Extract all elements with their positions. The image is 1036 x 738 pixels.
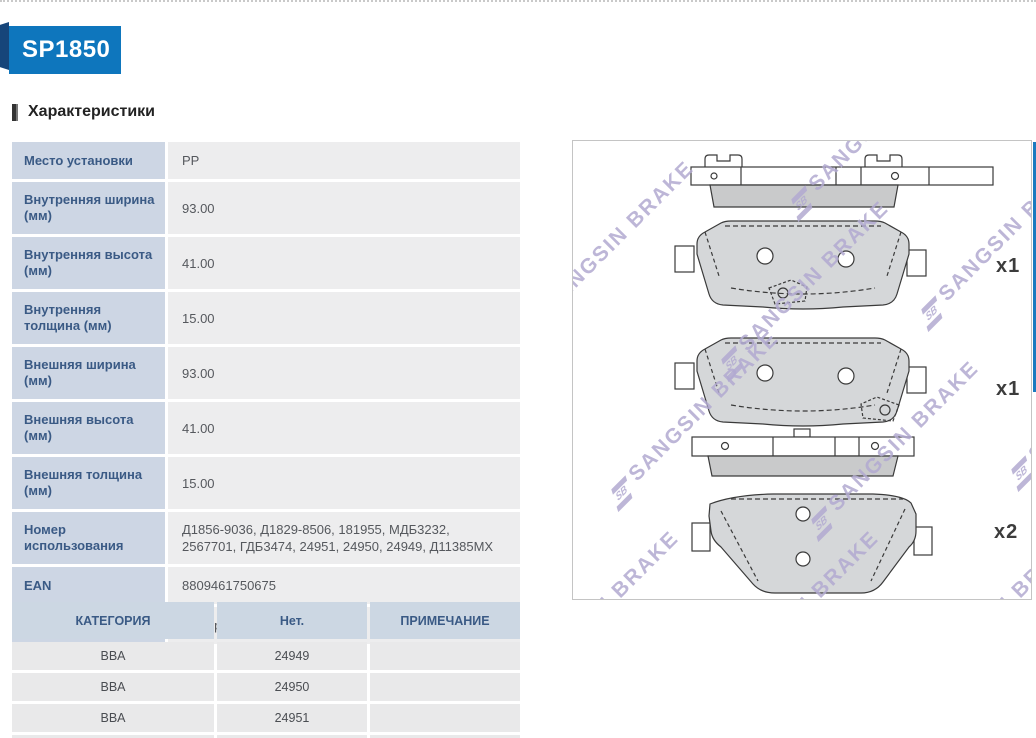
- cell-note: [370, 735, 520, 738]
- part-number-badge: SP1850: [9, 26, 121, 74]
- spec-value: 93.00: [168, 347, 520, 399]
- cell-category: BBA: [12, 704, 214, 732]
- column-header: Нет.: [217, 602, 367, 639]
- spec-value: Д1856-9036, Д1829-8506, 181955, МДБ3232,…: [168, 512, 520, 564]
- spec-value: PP: [168, 142, 520, 179]
- spec-label: Место установки: [12, 142, 165, 179]
- spec-label: Внутренняя толщина (мм): [12, 292, 165, 344]
- section-marker-icon: [12, 103, 18, 121]
- table-row: Внутренняя ширина (мм) 93.00: [12, 182, 520, 234]
- column-header: ПРИМЕЧАНИЕ: [370, 602, 520, 639]
- spec-label: Внешняя ширина (мм): [12, 347, 165, 399]
- table-row: Внутренняя высота (мм) 41.00: [12, 237, 520, 289]
- spec-value: 93.00: [168, 182, 520, 234]
- quantity-label: x2: [994, 521, 1019, 543]
- cell-number: [217, 735, 367, 738]
- table-row: Внешняя высота (мм) 41.00: [12, 402, 520, 454]
- table-row: Место установки PP: [12, 142, 520, 179]
- ribbon-fold: [0, 22, 9, 70]
- cell-number: 24949: [217, 642, 367, 670]
- section-title: Характеристики: [28, 103, 156, 120]
- column-header: КАТЕГОРИЯ: [12, 602, 214, 639]
- table-row: EAN 8809461750675: [12, 567, 520, 604]
- cell-category: BBA: [12, 673, 214, 701]
- spec-label: Внешняя толщина (мм): [12, 457, 165, 509]
- specs-table: Место установки PP Внутренняя ширина (мм…: [12, 142, 520, 647]
- table-header-row: КАТЕГОРИЯ Нет. ПРИМЕЧАНИЕ: [12, 602, 520, 639]
- spec-label: Внутренняя высота (мм): [12, 237, 165, 289]
- table-row: Номер использования Д1856-9036, Д1829-85…: [12, 512, 520, 564]
- spec-label: Внутренняя ширина (мм): [12, 182, 165, 234]
- table-row: BBA 24950: [12, 673, 520, 701]
- table-row: Внешняя толщина (мм) 15.00: [12, 457, 520, 509]
- cell-category: BBA: [12, 642, 214, 670]
- cell-note: [370, 673, 520, 701]
- table-row: Внутренняя толщина (мм) 15.00: [12, 292, 520, 344]
- quantity-label: x1: [996, 378, 1021, 400]
- table-row: BBA 24949: [12, 642, 520, 670]
- table-row: Внешняя ширина (мм) 93.00: [12, 347, 520, 399]
- spec-value: 15.00: [168, 292, 520, 344]
- spec-label: Номер использования: [12, 512, 165, 564]
- table-row: BBA 24951: [12, 704, 520, 732]
- brake-pad-diagram: [674, 154, 994, 594]
- cell-note: [370, 642, 520, 670]
- cell-number: 24950: [217, 673, 367, 701]
- spec-value: 41.00: [168, 402, 520, 454]
- table-row-partial: [12, 735, 520, 738]
- product-image-panel: SBSANGSIN BRAKE SBSANGSIN BRAKE SBSANGSI…: [572, 140, 1032, 600]
- cell-category: [12, 735, 214, 738]
- quantity-label: x1: [996, 255, 1021, 277]
- spec-value: 15.00: [168, 457, 520, 509]
- cross-reference-table: КАТЕГОРИЯ Нет. ПРИМЕЧАНИЕ BBA 24949 BBA …: [12, 602, 520, 738]
- spec-value: 8809461750675: [168, 567, 520, 604]
- cell-note: [370, 704, 520, 732]
- spec-label: Внешняя высота (мм): [12, 402, 165, 454]
- section-heading: Характеристики: [12, 103, 155, 121]
- spec-label: EAN: [12, 567, 165, 604]
- edge-strip: [1033, 142, 1036, 392]
- spec-value: 41.00: [168, 237, 520, 289]
- cell-number: 24951: [217, 704, 367, 732]
